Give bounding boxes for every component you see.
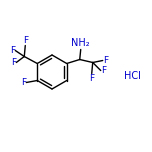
Text: NH₂: NH₂	[71, 38, 90, 48]
Text: F: F	[89, 74, 94, 83]
Text: F: F	[23, 36, 28, 45]
Text: HCl: HCl	[124, 71, 140, 81]
Text: F: F	[11, 58, 16, 67]
Text: F: F	[21, 78, 26, 87]
Text: F: F	[101, 66, 106, 75]
Text: F: F	[103, 56, 108, 65]
Text: F: F	[10, 46, 15, 55]
